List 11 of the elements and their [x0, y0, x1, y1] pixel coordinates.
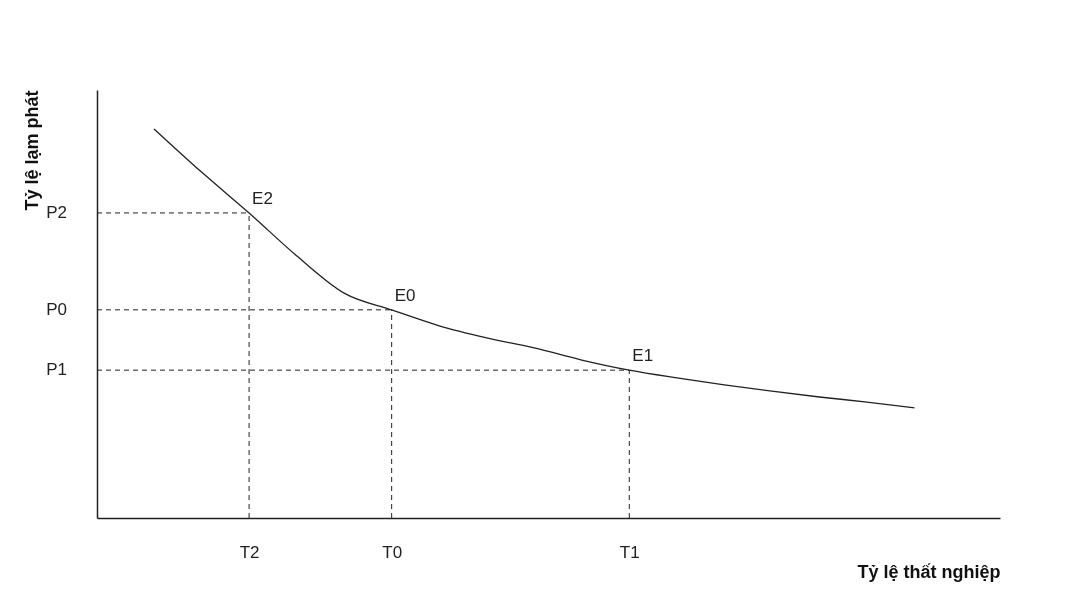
annotation: E2: [252, 188, 273, 208]
text: P1: [46, 360, 67, 380]
text: P2: [46, 202, 67, 222]
x-tick-label: T1: [619, 542, 640, 562]
x-axis-title: Tỷ lệ thất nghiệp: [857, 561, 1001, 582]
x-tick-label: T0: [382, 542, 403, 562]
x-tick-label: T2: [239, 542, 260, 562]
text: P0: [46, 299, 67, 319]
annotation: E0: [394, 285, 416, 305]
y-axis-title: Tỷ lệ lạm phát: [21, 90, 42, 211]
annotation: E1: [632, 346, 654, 366]
